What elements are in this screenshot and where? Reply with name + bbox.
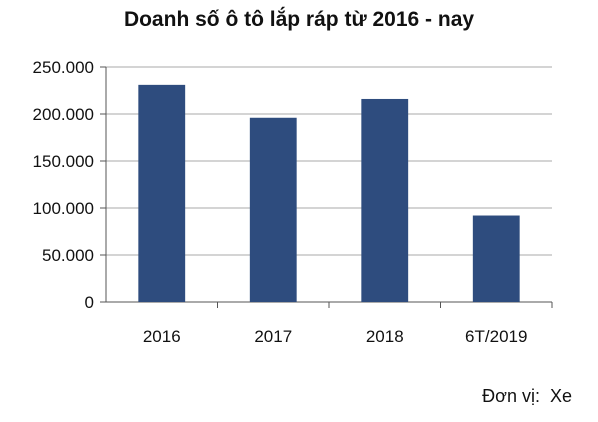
y-tick-label: 100.000 — [33, 199, 94, 218]
x-tick-label: 2018 — [366, 327, 404, 346]
y-tick-label: 200.000 — [33, 105, 94, 124]
y-tick-label: 150.000 — [33, 152, 94, 171]
y-tick-label: 250.000 — [33, 58, 94, 77]
bar — [249, 117, 297, 302]
bar — [472, 215, 520, 302]
bar — [138, 84, 186, 302]
x-tick-label: 6T/2019 — [465, 327, 527, 346]
chart-title: Doanh số ô tô lắp ráp từ 2016 - nay — [123, 8, 475, 31]
x-tick-label: 2016 — [143, 327, 181, 346]
x-tick-label: 2017 — [254, 327, 292, 346]
bar — [361, 98, 409, 303]
unit-note: Đơn vị: Xe — [482, 386, 572, 406]
y-tick-label: 0 — [85, 293, 94, 312]
y-tick-label: 50.000 — [42, 246, 94, 265]
